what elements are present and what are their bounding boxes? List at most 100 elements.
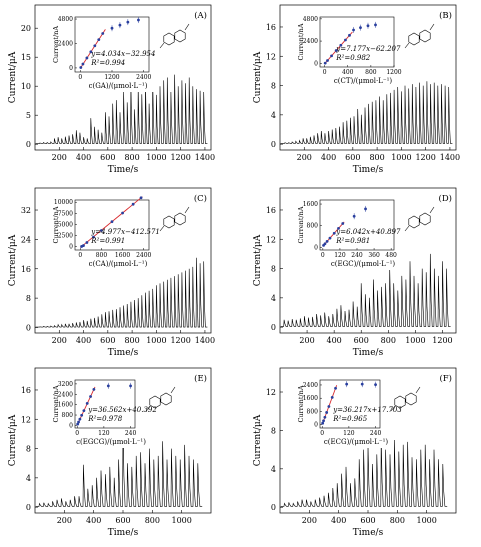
inset-frame xyxy=(319,199,395,251)
inset-x-tick-label: 2400 xyxy=(136,74,151,81)
inset-data-point xyxy=(82,409,86,413)
inset-data-point xyxy=(360,382,364,386)
molecule-ring xyxy=(405,392,417,406)
molecule-bond xyxy=(184,206,190,214)
inset-y-tick-label: 3200 xyxy=(58,381,73,388)
inset-data-point xyxy=(323,415,327,419)
inset-y-tick-label: 4800 xyxy=(303,16,318,23)
x-tick-label: 1000 xyxy=(405,336,425,345)
inset-x-tick-label: 1200 xyxy=(386,69,401,76)
x-tick-label: 1000 xyxy=(146,153,166,162)
x-tick-label: 200 xyxy=(52,336,67,345)
inset-x-axis-label: c(EGCG)/(μmol·L⁻¹) xyxy=(76,438,146,446)
inset-data-point xyxy=(79,66,83,69)
y-tick-label: 16 xyxy=(266,23,276,32)
y-axis-label: Current/μA xyxy=(8,234,18,286)
inset-x-tick-label: 240 xyxy=(351,252,363,259)
x-axis-label: Time/s xyxy=(353,165,384,175)
x-tick-label: 400 xyxy=(76,153,91,162)
inset-x-tick-label: 1600 xyxy=(115,252,130,259)
chart-panel: 200 400 600 800 1000 0 4 8 12 Time/s Current/μA (F)… xyxy=(253,367,457,538)
molecule-structure xyxy=(159,206,190,232)
molecule-ring xyxy=(163,32,175,46)
molecule-structure xyxy=(404,206,435,232)
x-axis-label: Time/s xyxy=(108,165,139,175)
molecule-ring xyxy=(163,215,175,229)
inset-data-point xyxy=(339,43,343,47)
y-axis-label: Current/μA xyxy=(8,414,18,466)
x-tick-label: 600 xyxy=(115,516,130,525)
molecule-bond xyxy=(159,42,165,49)
chart-panel: 200 400 600 800 1000 1200 1400 0 5 10 15 20 Time/s Cu… xyxy=(8,4,215,175)
y-tick-label: 12 xyxy=(266,52,276,61)
inset-data-point xyxy=(321,421,325,425)
y-tick-label: 8 xyxy=(271,426,276,435)
inset-data-point xyxy=(334,49,338,52)
inset-data-point xyxy=(332,231,336,235)
inset-y-tick-label: 800 xyxy=(307,408,319,415)
inset-x-axis-label: c(EGC)/(μmol·L⁻¹) xyxy=(331,260,396,268)
molecule-bond xyxy=(404,225,410,232)
inset-data-point xyxy=(121,211,124,215)
inset-y-tick-label: 4800 xyxy=(58,16,73,23)
plot-frame xyxy=(34,4,212,151)
inset-x-tick-label: 0 xyxy=(75,430,79,437)
inset-equation: y=4.977x−412.571 xyxy=(90,228,160,236)
x-tick-label: 1000 xyxy=(146,336,166,345)
inset-x-tick-label: 480 xyxy=(385,252,397,259)
inset-data-point xyxy=(139,196,143,200)
inset-data-point xyxy=(352,214,356,218)
inset-data-point xyxy=(129,384,132,388)
y-tick-label: 4 xyxy=(271,111,276,120)
x-tick-label: 800 xyxy=(390,516,405,525)
x-tick-label: 1000 xyxy=(391,153,411,162)
inset-data-point xyxy=(328,236,332,240)
inset-data-point xyxy=(325,411,329,414)
x-tick-label: 1400 xyxy=(195,153,215,162)
inset-y-tick-label: 1600 xyxy=(58,402,73,409)
x-tick-label: 200 xyxy=(52,153,67,162)
inset-data-point xyxy=(93,44,97,48)
inset-data-point xyxy=(82,244,85,247)
inset-y-tick-label: 2400 xyxy=(58,391,73,398)
inset-data-point xyxy=(106,384,110,388)
inset-chart: 0 120 240 360 480 0 800 1600 c(EGC)/(μmol·L⁻¹) Cu… xyxy=(297,194,402,270)
current-trace xyxy=(280,438,448,507)
y-tick-label: 16 xyxy=(266,206,276,215)
x-tick-label: 800 xyxy=(369,153,384,162)
inset-data-point xyxy=(327,405,331,408)
x-tick-label: 1400 xyxy=(440,153,460,162)
y-axis-label: Current/μA xyxy=(253,414,263,466)
x-tick-label: 600 xyxy=(345,153,360,162)
x-tick-label: 600 xyxy=(354,336,369,345)
inset-r-squared: R²=0.991 xyxy=(90,237,125,245)
chart-panel: 200 400 600 800 1000 0 4 8 12 16 Time/s Current/μA (… xyxy=(8,367,212,538)
inset-y-tick-label: 7500 xyxy=(58,210,73,217)
x-tick-label: 600 xyxy=(100,153,115,162)
plot-frame xyxy=(279,4,457,151)
inset-frame xyxy=(74,379,136,429)
x-tick-label: 800 xyxy=(145,516,160,525)
inset-data-point xyxy=(81,62,85,66)
y-tick-label: 8 xyxy=(271,82,276,91)
inset-equation: y=36.217x+17.703 xyxy=(332,406,402,414)
inset-data-point xyxy=(92,387,96,391)
inset-data-point xyxy=(352,28,355,32)
inset-x-tick-label: 120 xyxy=(98,430,110,437)
chart-panel: 200 400 600 800 1000 1200 1400 0 4 8 12 16 Time/s Cur… xyxy=(253,4,460,175)
x-axis-label: Time/s xyxy=(108,528,139,538)
x-tick-label: 1200 xyxy=(432,336,452,345)
inset-y-axis-label: Current/nA xyxy=(297,385,305,422)
x-tick-label: 400 xyxy=(327,336,342,345)
inset-y-tick-label: 0 xyxy=(314,244,318,251)
x-tick-label: 200 xyxy=(57,516,72,525)
inset-r-squared: R²=0.965 xyxy=(332,415,368,423)
inset-chart: 0 120 240080016002400c(ECG)/(μmol·L⁻¹)Curr… xyxy=(297,374,402,448)
inset-data-point xyxy=(80,413,84,417)
inset-equation: y=7.177x−62.207 xyxy=(335,45,401,53)
inset-data-point xyxy=(92,235,95,239)
inset-data-point xyxy=(101,32,105,35)
y-tick-label: 5 xyxy=(26,111,31,120)
inset-x-tick-label: 0 xyxy=(323,69,327,76)
x-tick-label: 400 xyxy=(86,516,101,525)
